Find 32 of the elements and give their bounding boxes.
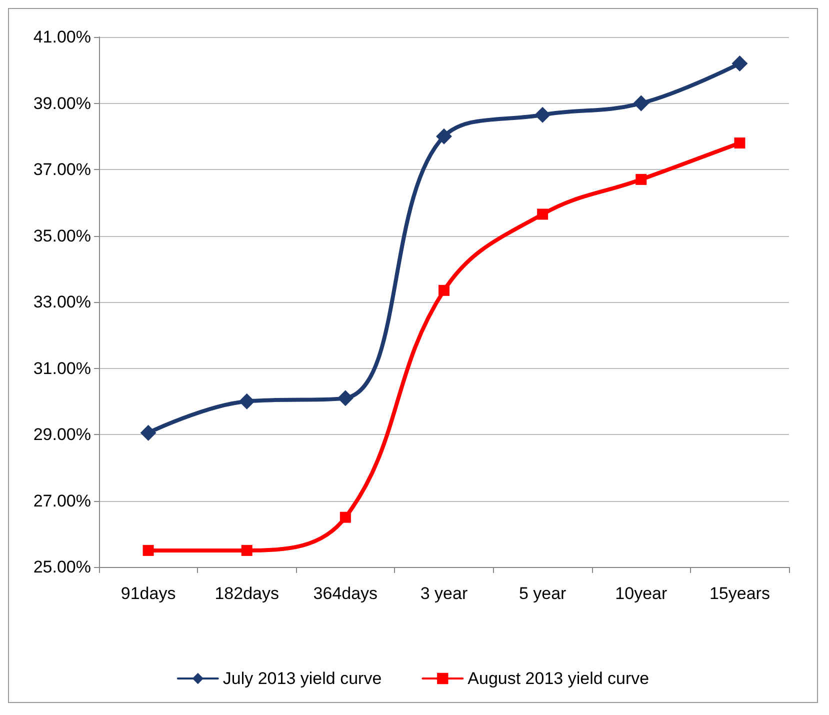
y-tick-label: 37.00% — [33, 160, 91, 179]
y-tick-label: 31.00% — [33, 358, 91, 378]
point — [238, 393, 255, 410]
y-tick-label: 25.00% — [33, 558, 91, 576]
point — [142, 544, 154, 556]
point — [636, 174, 647, 185]
x-tick-label: 364days — [313, 584, 378, 603]
point — [633, 95, 650, 112]
x-tick-label: 182days — [214, 584, 279, 603]
y-tick-label: 35.00% — [33, 226, 91, 246]
point — [537, 208, 548, 220]
point — [337, 390, 354, 406]
point — [436, 128, 452, 144]
point — [241, 544, 252, 556]
x-tick-label: 3 year — [420, 584, 468, 603]
legend-label: August 2013 yield curve — [468, 669, 650, 688]
point — [438, 284, 450, 296]
point — [340, 512, 351, 523]
x-tick-label: 15years — [709, 584, 770, 603]
point — [534, 106, 551, 123]
point — [732, 56, 748, 72]
legend-label: July 2013 yield curve — [222, 669, 382, 688]
y-tick-label: 39.00% — [33, 94, 91, 113]
y-tick-label: 33.00% — [33, 292, 91, 312]
x-tick-label: 91days — [120, 584, 176, 603]
point — [140, 424, 156, 441]
x-tick-label: 5 year — [518, 584, 567, 603]
point — [734, 138, 746, 148]
y-tick-label: 29.00% — [33, 425, 91, 444]
y-tick-label: 41.00% — [33, 28, 91, 46]
x-tick-label: 10year — [615, 584, 668, 603]
y-tick-label: 27.00% — [33, 491, 91, 510]
